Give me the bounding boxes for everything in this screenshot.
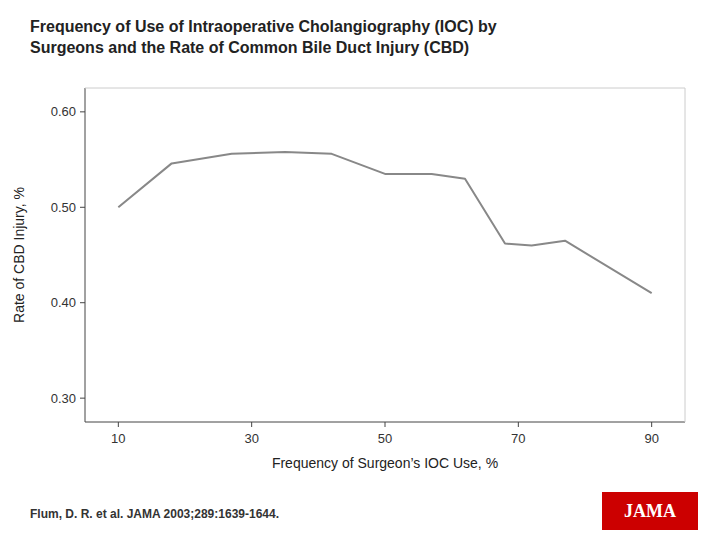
y-tick-label: 0.40: [51, 295, 76, 310]
y-tick-label: 0.50: [51, 200, 76, 215]
chart: Frequency of Use of Intraoperative Chola…: [0, 0, 720, 540]
y-tick-label: 0.60: [51, 104, 76, 119]
x-tick: [518, 422, 519, 427]
plot-frame-top: [85, 88, 685, 89]
logo-box: [602, 492, 698, 530]
x-tick: [251, 422, 252, 427]
x-tick: [385, 422, 386, 427]
x-axis-line: [85, 422, 685, 423]
plot-marks: [118, 152, 651, 293]
y-axis-label: Rate of CBD Injury, %: [11, 187, 27, 323]
title-line: Surgeons and the Rate of Common Bile Duc…: [30, 39, 469, 56]
y-axis-line: [85, 88, 86, 422]
x-axis-label: Frequency of Surgeon’s IOC Use, %: [272, 455, 498, 471]
y-tick: [80, 398, 85, 399]
x-tick: [651, 422, 652, 427]
x-tick-label: 70: [511, 431, 525, 446]
y-tick-label: 0.30: [51, 391, 76, 406]
citation: Flum, D. R. et al. JAMA 2003;289:1639-16…: [30, 507, 279, 521]
y-tick: [80, 207, 85, 208]
plot-area: [85, 88, 685, 422]
page: {"chart_data": {"type": "line", "title":…: [0, 0, 720, 540]
x-tick: [118, 422, 119, 427]
x-tick-label: 90: [644, 431, 658, 446]
title-line: Frequency of Use of Intraoperative Chola…: [30, 18, 497, 35]
y-tick: [80, 111, 85, 112]
title: Frequency of Use of Intraoperative Chola…: [30, 18, 497, 56]
logo-text: JAMA: [624, 501, 676, 521]
x-tick-label: 50: [378, 431, 392, 446]
x-tick-label: 10: [111, 431, 125, 446]
x-tick-label: 30: [244, 431, 258, 446]
data-line: [118, 152, 651, 293]
plot-frame-right: [685, 88, 686, 422]
y-tick: [80, 302, 85, 303]
